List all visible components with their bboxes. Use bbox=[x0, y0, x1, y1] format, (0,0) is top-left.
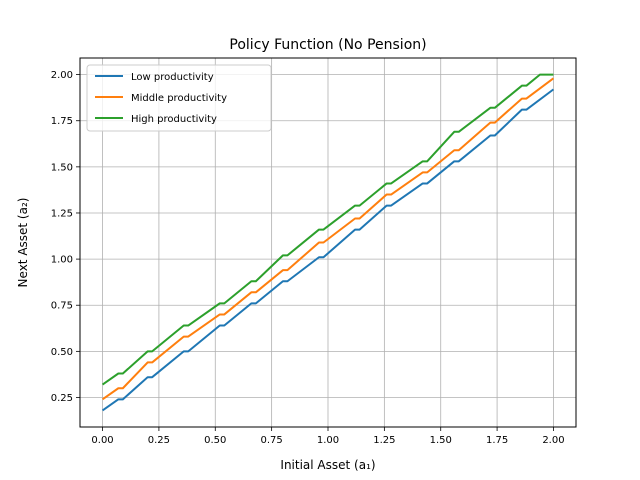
x-tick-label: 0.00 bbox=[91, 435, 113, 446]
y-tick-label: 0.75 bbox=[51, 301, 73, 312]
legend-label-middle-productivity: Middle productivity bbox=[131, 93, 227, 104]
y-tick-label: 0.25 bbox=[51, 393, 73, 404]
legend: Low productivity Middle productivity High … bbox=[86, 64, 272, 132]
x-tick-label: 1.25 bbox=[373, 435, 395, 446]
legend-box bbox=[86, 64, 272, 132]
series-line-low-productivity bbox=[101, 88, 555, 412]
axis-ticks: 0.00 0.25 0.50 0.75 1.00 1.25 1.50 1.75 2.00 0.25… bbox=[51, 70, 565, 446]
legend-label-low-productivity: Low productivity bbox=[131, 72, 214, 83]
x-tick-label: 0.75 bbox=[261, 435, 283, 446]
x-tick-label: 1.50 bbox=[430, 435, 452, 446]
x-tick-label: 2.00 bbox=[542, 435, 564, 446]
chart-title: Policy Function (No Pension) bbox=[229, 37, 426, 53]
x-tick-label: 0.50 bbox=[204, 435, 226, 446]
series-line-high-productivity bbox=[101, 73, 554, 386]
y-tick-label: 2.00 bbox=[51, 70, 73, 81]
series-lines bbox=[101, 73, 555, 412]
y-axis-label: Next Asset (a₂) bbox=[16, 198, 30, 288]
y-tick-label: 1.25 bbox=[51, 208, 73, 219]
legend-label-high-productivity: High productivity bbox=[131, 114, 217, 125]
series-line-middle-productivity bbox=[101, 77, 555, 401]
x-tick-label: 1.00 bbox=[317, 435, 339, 446]
y-tick-label: 1.00 bbox=[51, 255, 73, 266]
x-axis-label: Initial Asset (a₁) bbox=[280, 458, 375, 472]
y-tick-label: 1.75 bbox=[51, 116, 73, 127]
y-tick-label: 0.50 bbox=[51, 347, 73, 358]
y-tick-label: 1.50 bbox=[51, 162, 73, 173]
x-tick-label: 1.75 bbox=[486, 435, 508, 446]
x-tick-label: 0.25 bbox=[148, 435, 170, 446]
